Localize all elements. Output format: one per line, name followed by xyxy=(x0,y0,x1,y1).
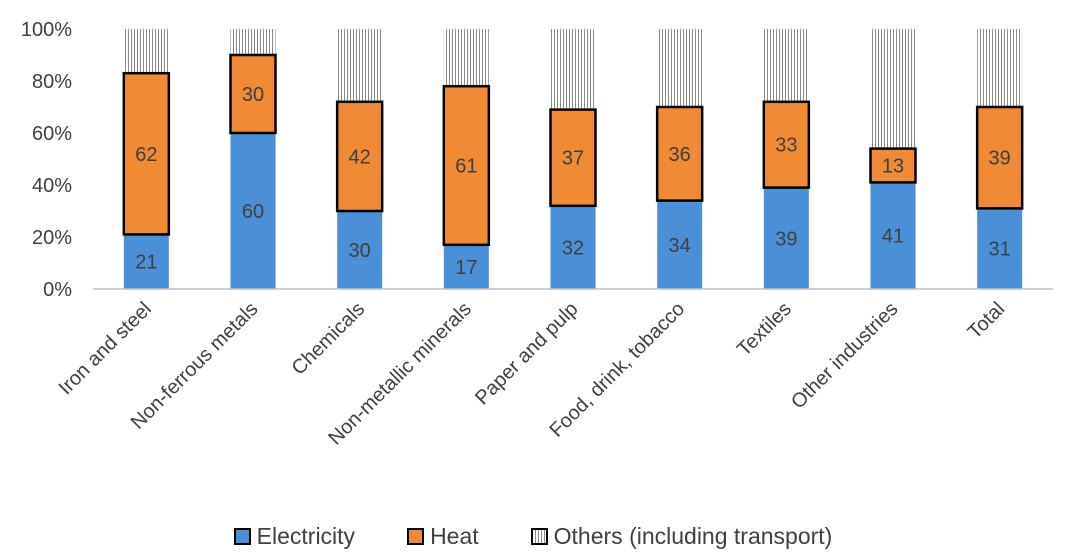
bar-segment-electricity xyxy=(763,187,809,289)
x-category-label: Paper and pulp xyxy=(471,298,582,409)
bar-segment-others xyxy=(337,29,383,102)
x-category-label: Textiles xyxy=(733,298,796,361)
y-tick-label: 80% xyxy=(32,71,72,93)
legend-item-electricity: Electricity xyxy=(233,522,356,550)
data-label-heat: 61 xyxy=(455,156,477,178)
bar-segment-electricity xyxy=(337,211,383,289)
data-label-electricity: 60 xyxy=(242,201,264,223)
bar-segment-others xyxy=(230,29,276,55)
x-category-label: Iron and steel xyxy=(55,298,156,399)
bar-segment-others xyxy=(123,29,169,74)
bar-segment-heat xyxy=(763,101,809,188)
bar-segment-heat-outline xyxy=(762,100,811,189)
data-label-heat: 39 xyxy=(989,148,1011,170)
data-label-heat: 13 xyxy=(882,156,904,178)
bar-segment-heat xyxy=(657,107,703,201)
legend-item-others: Others (including transport) xyxy=(530,522,833,550)
y-tick-label: 0% xyxy=(43,279,72,301)
data-label-heat: 37 xyxy=(562,148,584,170)
bar-segment-heat xyxy=(977,107,1023,209)
bar-segment-heat-outline xyxy=(122,71,171,236)
bar-segment-others xyxy=(550,29,596,110)
bar-segment-heat-outline xyxy=(442,84,491,247)
y-axis: 0% 20% 40% 60% 80% 100% xyxy=(21,19,72,301)
y-tick-label: 20% xyxy=(32,227,72,249)
bar-segment-heat-outline xyxy=(975,105,1024,210)
bar-segment-heat xyxy=(337,101,383,211)
bar-segment-heat-outline xyxy=(335,100,384,213)
bar-segment-heat xyxy=(870,148,916,183)
bar-segment-others xyxy=(657,29,703,107)
data-label-electricity: 21 xyxy=(135,252,157,274)
bar-segment-heat-outline xyxy=(655,105,704,202)
bars: 21 62 60 30 30 42 17 61 32 37 34 36 39 33 41 13 31 39 xyxy=(122,29,1024,289)
bar-segment-heat xyxy=(443,86,489,245)
legend-swatch-heat xyxy=(407,527,425,545)
data-label-heat: 62 xyxy=(135,144,157,166)
bar-segment-others xyxy=(870,29,916,149)
bar-segment-electricity xyxy=(657,200,703,289)
data-label-electricity: 31 xyxy=(989,239,1011,261)
bar-segment-heat-outline xyxy=(549,108,597,208)
bar-segment-electricity xyxy=(123,234,169,289)
bar-segment-electricity xyxy=(977,208,1023,289)
bar-segment-electricity xyxy=(443,244,489,289)
y-tick-label: 100% xyxy=(21,19,72,41)
data-label-electricity: 41 xyxy=(882,226,904,248)
bar-segment-electricity xyxy=(230,133,276,289)
bar-segment-heat-outline xyxy=(229,53,277,135)
data-label-electricity: 17 xyxy=(455,257,477,279)
data-label-heat: 42 xyxy=(349,146,371,168)
bar-segment-others xyxy=(763,29,809,102)
data-label-heat: 30 xyxy=(242,84,264,106)
y-tick-label: 60% xyxy=(32,123,72,145)
bar-segment-electricity xyxy=(550,205,596,289)
legend-swatch-electricity xyxy=(233,527,251,545)
data-label-electricity: 30 xyxy=(349,240,371,262)
legend-label-electricity: Electricity xyxy=(256,522,356,549)
data-label-electricity: 34 xyxy=(669,235,691,257)
x-category-label: Total xyxy=(964,298,1009,343)
y-tick-label: 40% xyxy=(32,175,72,197)
bar-segment-heat xyxy=(550,109,596,206)
data-label-electricity: 32 xyxy=(562,237,584,259)
bar-segment-heat xyxy=(230,55,276,133)
bar-segment-others xyxy=(977,29,1023,107)
stacked-bar-chart: 0% 20% 40% 60% 80% 100% 21 62 60 30 30 42 17 61 32 37 3… xyxy=(21,19,1053,450)
legend-label-others: Others (including transport) xyxy=(553,522,833,549)
bar-segment-heat xyxy=(123,73,169,235)
legend-swatch-others xyxy=(530,527,548,545)
legend-item-heat: Heat xyxy=(407,523,479,550)
x-category-label: Other industries xyxy=(787,298,902,413)
data-label-electricity: 39 xyxy=(775,228,797,250)
bar-segment-electricity xyxy=(870,182,916,289)
bar-segment-heat-outline xyxy=(869,147,917,184)
x-category-label: Chemicals xyxy=(288,298,370,380)
bar-segment-others xyxy=(443,29,489,87)
data-label-heat: 33 xyxy=(775,135,797,157)
legend: Electricity Heat Others (including trans… xyxy=(0,520,1066,552)
legend-label-heat: Heat xyxy=(430,522,479,549)
data-label-heat: 36 xyxy=(669,144,691,166)
